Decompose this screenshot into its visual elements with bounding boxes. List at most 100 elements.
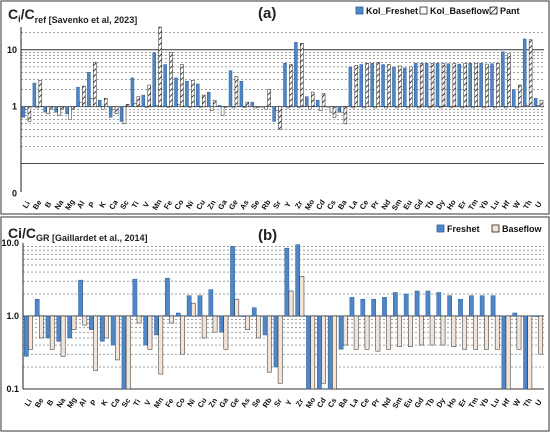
bar-Baseflow-Al (82, 315, 88, 326)
bar-Pant-Sm (398, 65, 402, 107)
category-label: Fe (162, 199, 174, 211)
bar-Baseflow-Nd (386, 315, 392, 350)
bar-Kol_Freshet-Ge (228, 70, 233, 107)
category-label: Ni (185, 397, 197, 408)
bar-Kol_Freshet-Al (76, 86, 80, 107)
bar-Pant-Nd (387, 64, 391, 107)
category-label: Hf (500, 397, 512, 409)
category-label: Sc (120, 396, 133, 409)
bar-Pant-Mn (158, 26, 162, 107)
bar-Pant-Er (463, 62, 467, 107)
bar-Baseflow-Pr (375, 315, 381, 352)
bar-Kol_Baseflow-Tm (471, 106, 475, 109)
bar-Baseflow-V (147, 315, 153, 350)
bar-Freshet-Ge (230, 246, 235, 317)
bar-Kol_Baseflow-Cs (329, 106, 334, 113)
category-label: B (43, 200, 54, 210)
bar-Baseflow-As (245, 315, 250, 330)
category-label: P (88, 398, 98, 407)
bar-Kol_Freshet-Lu (490, 63, 494, 107)
bar-Freshet-Rb (262, 315, 268, 336)
bar-Pant-Ge (234, 76, 239, 107)
category-label: Yb (478, 198, 491, 211)
bar-Kol_Freshet-Se (250, 101, 255, 107)
category-label: U (533, 398, 544, 407)
bar-Kol_Freshet-Fe (163, 64, 167, 107)
y-tick-label: 1 (12, 102, 17, 112)
bar-Kol_Freshet-Ga (217, 105, 222, 107)
bar-Freshet-Sm (393, 292, 398, 317)
bar-Freshet-Co (175, 312, 181, 317)
bar-Kol_Baseflow-Li (24, 106, 29, 110)
category-label: Sc (118, 198, 131, 211)
bar-Pant-Zn (212, 99, 217, 107)
bar-Baseflow-Sr (277, 315, 283, 384)
legend-label: Pant (500, 6, 520, 16)
panel-a-ylabel: Ci/Cref [Savenko et al, 2023] (8, 6, 137, 25)
bar-Baseflow-Cu (201, 315, 207, 339)
bar-Pant-Sr (278, 106, 282, 130)
category-label: Be (31, 198, 44, 211)
bar-Baseflow-Er (462, 315, 468, 350)
bar-Kol_Freshet-Dy (435, 62, 440, 107)
bar-Pant-Mg (71, 106, 75, 110)
bar-Kol_Freshet-Na (54, 106, 58, 113)
bar-Kol_Freshet-Mg (65, 106, 69, 115)
bar-Kol_Freshet-Yb (479, 62, 483, 107)
bar-Freshet-Cd (317, 315, 322, 390)
bar-Pant-W (517, 84, 522, 107)
bar-Kol_Freshet-Be (32, 82, 37, 107)
bar-Kol_Baseflow-Sc (122, 106, 127, 125)
bar-Kol_Baseflow-Sm (395, 106, 399, 109)
bar-Baseflow-Ho (451, 315, 457, 347)
bar-Freshet-La (349, 297, 355, 317)
legend-label: Baseflow (502, 224, 543, 234)
bar-Freshet-Pr (371, 298, 377, 317)
bar-Kol_Baseflow-Al (79, 101, 83, 107)
bar-Kol_Baseflow-K (100, 106, 105, 110)
bar-Baseflow-Ce (364, 315, 370, 350)
panel-a-label: (a) (258, 5, 276, 22)
category-label: Ti (130, 200, 141, 210)
bar-Kol_Baseflow-Pr (373, 106, 377, 109)
category-label: Zr (293, 199, 305, 210)
bar-Baseflow-Ba (342, 315, 348, 346)
category-label: Fe (163, 397, 175, 409)
bar-Freshet-Ni (186, 295, 192, 317)
bar-Freshet-Na (56, 315, 62, 342)
bar-Pant-Na (60, 106, 64, 110)
bar-Freshet-Dy (436, 292, 442, 317)
bar-Kol_Baseflow-Lu (493, 106, 497, 109)
bar-Pant-Lu (496, 62, 500, 107)
bar-Freshet-Ti (132, 278, 138, 317)
bar-Baseflow-Ca (115, 315, 120, 361)
bar-Freshet-Tb (425, 290, 431, 317)
bar-Kol_Baseflow-Dy (438, 106, 443, 109)
category-label: Ti (131, 398, 142, 408)
bars (21, 26, 544, 130)
category-label: Er (456, 199, 468, 211)
bar-Kol_Baseflow-Fe (166, 106, 170, 108)
bar-Freshet-B (45, 315, 51, 339)
bar-Kol_Baseflow-Hf (504, 106, 508, 109)
y-tick-label: 0 (12, 188, 17, 198)
bar-Pant-La (354, 65, 359, 107)
bar-Baseflow-Mg (71, 315, 77, 330)
category-label: Eu (401, 198, 414, 211)
bar-Kol_Baseflow-B (46, 106, 50, 115)
bar-Pant-Yb (485, 63, 489, 107)
bar-Freshet-Er (458, 298, 463, 317)
bar-Freshet-Ce (360, 298, 366, 317)
category-label: P (87, 200, 97, 209)
bar-Freshet-Sc (121, 315, 127, 390)
bar-Freshet-Gd (414, 290, 420, 317)
bar-Kol_Baseflow-Y (286, 106, 290, 109)
bar-Pant-Mo (310, 91, 315, 107)
bar-Kol_Baseflow-Mg (68, 106, 72, 120)
bar-Kol_Baseflow-W (515, 106, 519, 109)
bar-Baseflow-Dy (440, 315, 446, 346)
bar-Pant-Th (528, 39, 533, 107)
bar-Baseflow-Hf (505, 315, 511, 390)
bar-Kol_Baseflow-P (90, 98, 94, 107)
